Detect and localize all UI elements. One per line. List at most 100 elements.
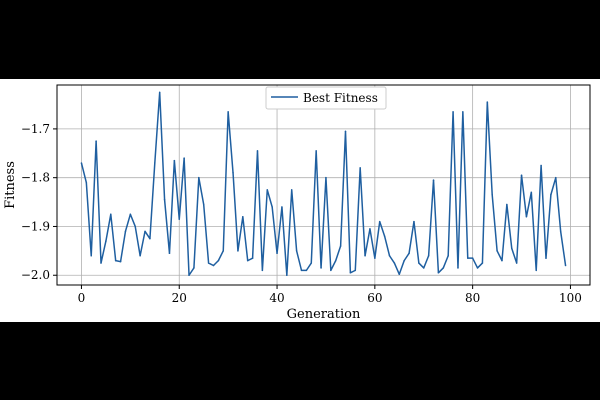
data-point (388, 254, 391, 257)
data-point (188, 274, 190, 276)
line-chart: 0 20 40 60 80 100−2.0−1.9−1.8−1.7 Generation … (3, 84, 591, 322)
data-point (339, 245, 342, 247)
legend: Best Fitness (265, 86, 387, 110)
data-point (325, 176, 327, 179)
data-point (315, 150, 317, 152)
data-point (105, 240, 107, 242)
data-point (261, 269, 264, 272)
data-point (232, 172, 234, 174)
data-point (383, 235, 386, 237)
data-point (85, 181, 88, 184)
figure-panel: 0 20 40 60 80 100 −2.0 −1.9 −1.8 −1.7 Generation … (0, 79, 600, 322)
legend-label: Best Fitness (303, 91, 378, 105)
data-point (163, 198, 166, 201)
data-point (198, 176, 200, 179)
data-point (467, 257, 469, 259)
data-point (207, 262, 210, 264)
data-point (515, 262, 518, 264)
y-tick-label: −1.9 (21, 219, 50, 233)
data-point (90, 254, 92, 257)
data-point (452, 111, 454, 113)
data-point (251, 257, 254, 259)
data-point (530, 191, 533, 194)
data-point (486, 101, 489, 103)
data-point (300, 269, 303, 272)
data-point (545, 257, 547, 259)
data-point (462, 111, 464, 113)
data-point (540, 164, 542, 167)
data-point (212, 264, 215, 267)
data-point (511, 247, 513, 250)
data-point (129, 213, 132, 216)
data-point (408, 252, 410, 255)
data-point (535, 269, 537, 272)
data-point (378, 220, 381, 223)
data-point (276, 252, 278, 255)
data-point (290, 189, 293, 191)
y-tick-label: −1.8 (21, 171, 50, 185)
x-tick-label: 100 (559, 291, 582, 305)
data-point (442, 267, 445, 269)
data-point (266, 189, 269, 191)
data-point (100, 262, 102, 264)
data-point (525, 215, 528, 218)
data-point (491, 194, 493, 196)
series-layer (80, 91, 567, 276)
plot-frame (56, 84, 591, 286)
data-point (555, 176, 557, 179)
x-tick-label: 40 (269, 291, 284, 305)
data-point (520, 174, 523, 176)
series-line (80, 91, 567, 276)
data-point (447, 254, 449, 257)
data-point (256, 150, 259, 152)
data-point (193, 267, 195, 269)
data-point (183, 157, 185, 159)
data-point (550, 194, 552, 196)
data-point (281, 206, 283, 208)
data-point (305, 269, 308, 272)
data-point (432, 179, 435, 181)
x-tick-label: 0 (78, 291, 86, 305)
data-point (403, 259, 405, 262)
data-point (559, 230, 562, 233)
data-point (114, 259, 117, 262)
x-axis-label: Generation (287, 307, 361, 322)
data-point (334, 259, 337, 262)
data-point (110, 213, 112, 216)
data-point (154, 162, 156, 164)
grid (57, 85, 590, 285)
data-point (506, 203, 508, 206)
data-point (178, 218, 180, 220)
x-tick-label: 80 (465, 291, 480, 305)
data-point (369, 228, 371, 230)
data-point (246, 259, 249, 262)
data-point (134, 225, 136, 228)
data-point (271, 206, 273, 208)
data-point (349, 272, 352, 274)
data-point (418, 262, 420, 264)
data-point (422, 267, 425, 269)
data-point (501, 259, 503, 262)
data-point (173, 159, 176, 162)
data-point (310, 262, 313, 264)
data-point (295, 250, 298, 252)
data-point (158, 91, 161, 94)
data-point (149, 237, 151, 240)
data-point (95, 140, 97, 142)
data-point (168, 252, 171, 255)
data-point (481, 262, 484, 264)
data-point (119, 260, 122, 263)
axes: 0 20 40 60 80 100 −2.0 −1.9 −1.8 −1.7 (21, 122, 582, 305)
data-point (354, 269, 357, 272)
data-point (124, 230, 127, 233)
data-point (374, 257, 376, 259)
x-tick-label: 60 (367, 291, 382, 305)
data-point (359, 167, 361, 169)
data-point (242, 215, 244, 218)
data-point (330, 269, 332, 272)
data-point (202, 203, 205, 206)
data-point (427, 254, 430, 257)
y-tick-label: −2.0 (21, 268, 50, 282)
y-axis-label: Fitness (3, 161, 18, 209)
